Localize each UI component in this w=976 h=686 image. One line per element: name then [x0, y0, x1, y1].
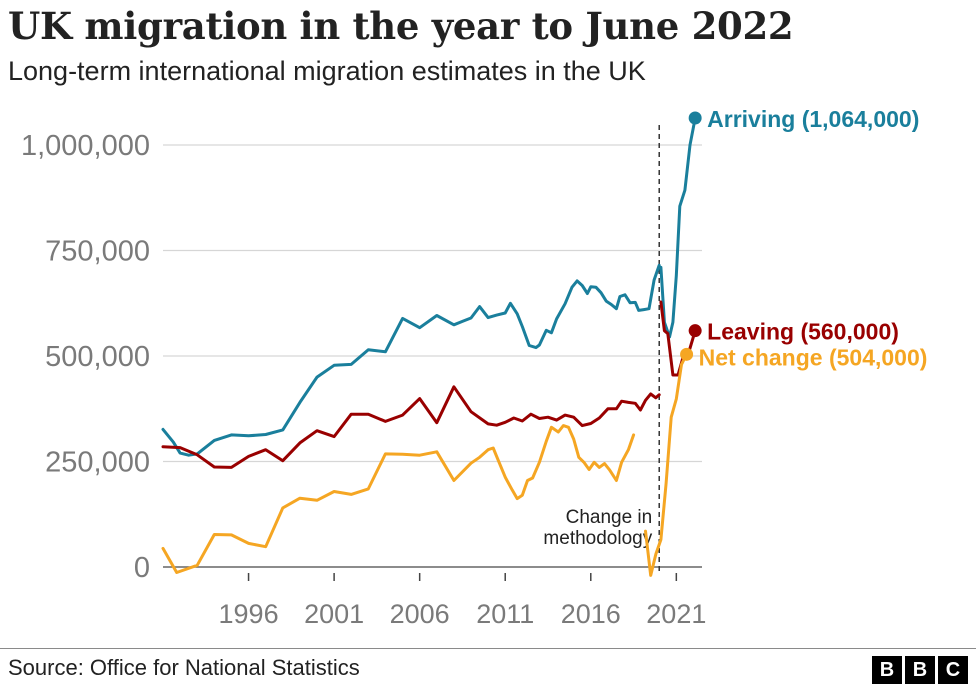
logo-letter: C: [938, 656, 968, 684]
x-tick-label: 2016: [561, 599, 621, 629]
x-tick-label: 2001: [304, 599, 364, 629]
footer-divider: [0, 648, 976, 649]
arriving-label: Arriving (1,064,000): [707, 106, 919, 132]
net-change-end-marker: [680, 347, 694, 361]
arriving-line: [161, 263, 661, 457]
net-change-line: [644, 352, 689, 577]
net-change-line: [161, 424, 636, 574]
leaving-line: [161, 385, 661, 469]
logo-letter: B: [872, 656, 902, 684]
grid-lines: [163, 144, 702, 568]
logo-letter: B: [905, 656, 935, 684]
line-chart: 0 250,000 500,000 750,000 1,000,000 1996 2001…: [21, 106, 927, 629]
x-axis-ticks: 1996 2001 2006 2011 2016 2021: [219, 573, 706, 629]
x-tick-label: 1996: [219, 599, 279, 629]
leaving-line: [659, 300, 697, 377]
net-change-label: Net change (504,000): [699, 344, 928, 370]
y-tick-label: 1,000,000: [21, 130, 150, 162]
y-tick-label: 500,000: [45, 341, 150, 373]
y-tick-label: 750,000: [45, 236, 150, 268]
arriving-end-marker: [688, 111, 702, 125]
y-tick-label: 250,000: [45, 447, 150, 479]
chart-title: UK migration in the year to June 2022: [8, 4, 794, 48]
annotation-text: methodology: [543, 528, 652, 549]
source-note: Source: Office for National Statistics: [8, 655, 360, 680]
leaving-label: Leaving (560,000): [707, 319, 899, 345]
y-axis-labels: 0 250,000 500,000 750,000 1,000,000: [21, 130, 150, 584]
x-tick-label: 2011: [476, 599, 534, 629]
series-end-labels: Arriving (1,064,000) Leaving (560,000)Net…: [680, 106, 927, 370]
y-tick-label: 0: [134, 552, 150, 584]
leaving-end-marker: [688, 324, 702, 338]
annotation-text: Change in: [566, 507, 653, 528]
arriving-line: [659, 116, 697, 339]
x-tick-label: 2006: [390, 599, 450, 629]
bbc-logo: B B C: [872, 656, 968, 684]
chart-subtitle: Long-term international migration estima…: [8, 56, 646, 86]
x-tick-label: 2021: [646, 599, 706, 629]
